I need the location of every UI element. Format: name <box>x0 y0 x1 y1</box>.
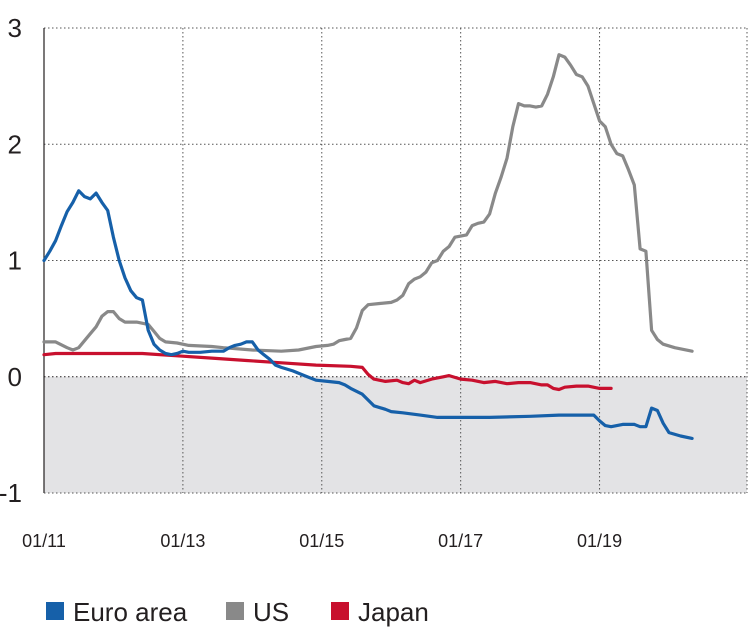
legend-swatch-us <box>226 602 244 620</box>
x-tick-label: 01/15 <box>299 531 344 551</box>
x-axis-ticks: 01/11 01/13 01/15 01/17 01/19 <box>22 531 622 551</box>
y-tick-label: 1 <box>8 246 22 276</box>
series-line-us <box>42 53 694 353</box>
legend-label-us: US <box>253 597 289 627</box>
legend-label-euro-area: Euro area <box>73 597 188 627</box>
legend-label-japan: Japan <box>358 597 429 627</box>
y-axis-ticks: 3 2 1 0 -1 <box>0 13 22 508</box>
chart-grid <box>44 27 748 493</box>
x-tick-label: 01/17 <box>438 531 483 551</box>
series-line-japan <box>42 351 613 392</box>
y-tick-label: 0 <box>8 362 22 392</box>
x-tick-label: 01/13 <box>160 531 205 551</box>
legend-swatch-japan <box>331 602 349 620</box>
chart-series-lines <box>42 53 694 440</box>
series-line-euro-area <box>42 189 694 440</box>
negative-region-shading <box>44 376 747 493</box>
y-tick-label: 3 <box>8 13 22 43</box>
x-tick-label: 01/11 <box>22 531 66 551</box>
chart-legend: Euro area US Japan <box>46 597 429 627</box>
y-tick-label: 2 <box>8 129 22 159</box>
x-tick-label: 01/19 <box>577 531 622 551</box>
y-tick-label: -1 <box>0 478 22 508</box>
legend-swatch-euro-area <box>46 602 64 620</box>
